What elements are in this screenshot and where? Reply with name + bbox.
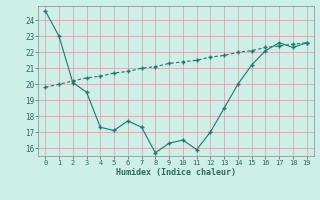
X-axis label: Humidex (Indice chaleur): Humidex (Indice chaleur) xyxy=(116,168,236,177)
